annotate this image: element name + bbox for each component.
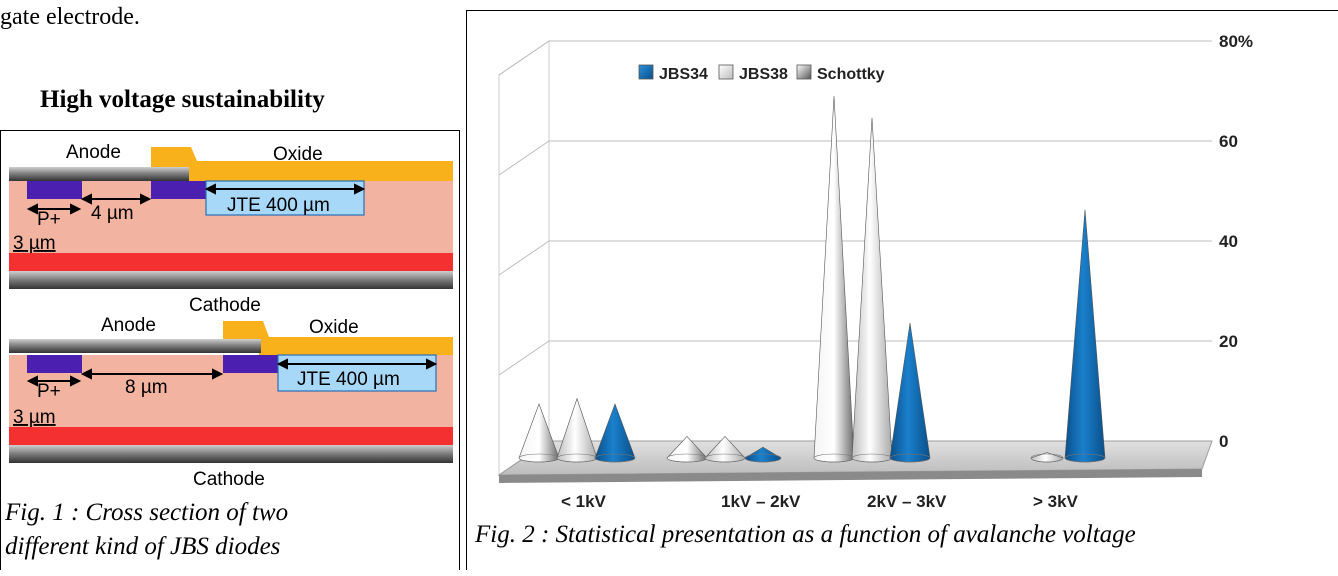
spacing-label-2: 8 µm <box>125 377 168 398</box>
legend-swatch <box>638 64 654 80</box>
figure-1-caption-line1: Fig. 1 : Cross section of two <box>5 499 289 526</box>
x-category-label: 1kV – 2kV <box>721 492 801 511</box>
y-tick-label: 80% <box>1219 32 1253 51</box>
back-contact-1 <box>9 271 453 289</box>
p-implant-2a <box>27 355 82 373</box>
diagram-2: Cathode Anode Oxide 8 µm JTE 400 µm P+ 3… <box>9 295 453 490</box>
chart-cone <box>556 397 598 463</box>
oxide-label-1: Oxide <box>273 144 323 165</box>
legend-swatch <box>796 64 812 80</box>
chart-cone <box>594 403 636 463</box>
legend-label: JBS34 <box>659 66 708 83</box>
figure-2-caption: Fig. 2 : Statistical presentation as a f… <box>475 521 1136 548</box>
anode-metal-1 <box>9 167 189 181</box>
chart-floor-edge <box>499 469 1202 483</box>
chart-gridline <box>498 340 1212 376</box>
figure-1-box: Anode Oxide 4 µm JTE 400 µm P+ 3 µm <box>0 130 460 570</box>
chart-gridline <box>498 40 1212 76</box>
spacing-label-1: 4 µm <box>91 203 134 224</box>
intro-text: gate electrode. <box>0 4 140 30</box>
x-category-label: < 1kV <box>561 492 607 511</box>
chart-cone <box>1030 452 1064 463</box>
chart-cone <box>813 96 855 463</box>
anode-label-2: Anode <box>101 315 156 336</box>
cross-section-diagram: Anode Oxide 4 µm JTE 400 µm P+ 3 µm <box>9 142 453 490</box>
jte-region-1 <box>205 180 365 216</box>
jte-label-2: JTE 400 µm <box>297 369 400 390</box>
p-implant-2b <box>223 355 278 373</box>
anode-label-1: Anode <box>66 142 121 163</box>
anode-metal-2 <box>9 339 261 353</box>
figure-1-caption-line2: different kind of JBS diodes <box>5 533 281 560</box>
chart-cone <box>518 403 560 463</box>
p-implant-1a <box>27 181 82 199</box>
jte-region-2 <box>277 354 437 392</box>
y-tick-label: 20 <box>1219 332 1238 351</box>
p-width-label-2: 3 µm <box>13 407 56 428</box>
legend-label: JBS38 <box>739 66 788 83</box>
legend-label: Schottky <box>817 66 885 83</box>
back-contact-2 <box>9 445 453 463</box>
chart-gridline <box>498 140 1212 176</box>
figure-2-box: 0 20 40 60 80% < 1kV 1kV – 2kV 2kV – 3kV > 3kV J… <box>466 10 1338 570</box>
p-plus-label-1: P+ <box>37 209 61 230</box>
p-plus-label-2: P+ <box>37 381 61 402</box>
cathode-bottom-label-2: Cathode <box>193 469 265 490</box>
chart-cone <box>889 322 931 463</box>
legend-swatch <box>718 64 734 80</box>
jte-label-1: JTE 400 µm <box>227 195 330 216</box>
chart-cone <box>851 117 893 463</box>
section-heading: High voltage sustainability <box>40 86 325 113</box>
diagram-1: Anode Oxide 4 µm JTE 400 µm P+ 3 µm <box>9 142 453 289</box>
n-plus-layer-1 <box>9 253 453 271</box>
oxide-label-2: Oxide <box>309 317 359 338</box>
chart-gridline <box>498 240 1212 276</box>
p-width-label-1: 3 µm <box>13 233 56 254</box>
y-tick-label: 0 <box>1219 432 1228 451</box>
cathode-top-label-2: Cathode <box>189 295 261 316</box>
y-tick-label: 60 <box>1219 132 1238 151</box>
avalanche-voltage-chart: 0 20 40 60 80% < 1kV 1kV – 2kV 2kV – 3kV > 3kV J… <box>497 32 1253 511</box>
p-implant-1b <box>151 181 206 199</box>
n-plus-layer-2 <box>9 427 453 445</box>
x-category-label: 2kV – 3kV <box>867 492 947 511</box>
chart-cone <box>1064 209 1106 463</box>
chart-cone <box>744 446 782 463</box>
y-tick-label: 40 <box>1219 232 1238 251</box>
oxide-layer-1 <box>151 147 453 181</box>
x-category-label: > 3kV <box>1033 492 1079 511</box>
oxide-layer-2 <box>223 321 453 355</box>
